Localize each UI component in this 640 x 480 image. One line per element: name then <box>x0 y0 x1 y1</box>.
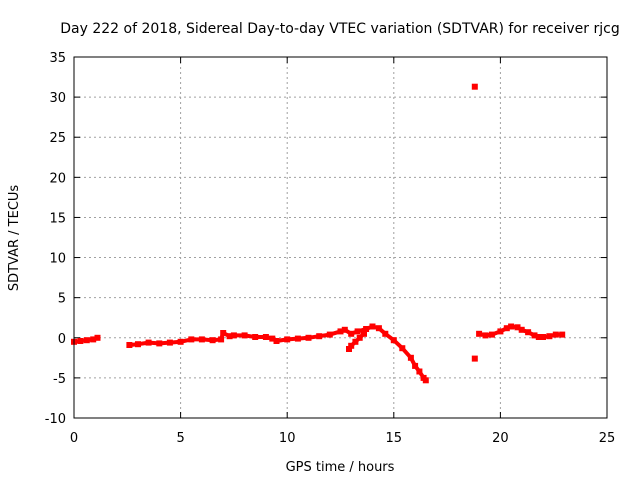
x-tick-label: 5 <box>176 431 184 446</box>
data-point <box>514 324 521 331</box>
y-tick-label: 10 <box>49 252 66 267</box>
data-point <box>346 346 352 352</box>
data-point <box>416 368 423 375</box>
data-point <box>382 330 389 337</box>
y-tick-label: 20 <box>49 171 66 186</box>
data-point <box>305 334 312 341</box>
y-tick-label: 25 <box>49 131 66 146</box>
data-point <box>546 333 553 340</box>
x-tick-label: 0 <box>70 431 78 446</box>
data-point <box>422 377 429 384</box>
y-tick-label: 15 <box>49 211 66 226</box>
data-point <box>412 362 419 369</box>
axis-ticks: 0 5 10 15 20 25 -10 -5 0 5 10 15 20 25 30 35 <box>45 51 616 446</box>
data-series <box>71 83 566 384</box>
data-point <box>488 331 495 338</box>
data-point <box>156 340 163 347</box>
data-point <box>198 336 205 343</box>
data-point <box>273 338 280 344</box>
y-axis-label: SDTVAR / TECUs <box>7 185 22 292</box>
data-point <box>503 325 510 332</box>
data-point <box>375 325 382 332</box>
data-point <box>559 331 566 338</box>
data-point <box>241 332 248 339</box>
x-axis-label: GPS time / hours <box>286 460 395 475</box>
data-point <box>508 323 515 330</box>
y-tick-label: -5 <box>53 372 66 387</box>
data-point <box>90 336 97 343</box>
data-point <box>337 328 344 335</box>
data-point <box>390 337 397 344</box>
plot-frame <box>73 56 608 419</box>
data-point <box>356 334 363 341</box>
data-point <box>399 345 406 352</box>
data-point <box>540 334 546 340</box>
data-point <box>220 330 227 336</box>
data-point <box>361 330 367 337</box>
data-point <box>369 323 376 330</box>
data-point <box>348 330 355 337</box>
data-point <box>145 339 152 346</box>
data-point <box>341 326 348 333</box>
x-tick-label: 20 <box>492 431 509 446</box>
y-tick-label: -10 <box>45 412 66 427</box>
data-point <box>352 338 359 345</box>
data-point <box>166 339 173 346</box>
data-point <box>209 337 216 344</box>
data-point <box>535 334 542 340</box>
data-point <box>230 332 237 339</box>
y-tick-label: 0 <box>58 332 66 347</box>
data-point <box>284 336 291 343</box>
data-point <box>262 334 269 340</box>
chart-title: Day 222 of 2018, Sidereal Day-to-day VTE… <box>60 21 619 37</box>
y-tick-label: 35 <box>49 51 66 66</box>
data-point <box>552 331 559 338</box>
data-point <box>363 326 370 332</box>
x-tick-label: 25 <box>599 431 616 446</box>
data-point <box>218 336 225 343</box>
data-point <box>294 335 301 342</box>
data-point <box>226 333 233 340</box>
data-point <box>476 330 483 337</box>
x-tick-label: 15 <box>386 431 403 446</box>
data-point <box>471 355 478 362</box>
data-point <box>126 342 133 348</box>
data-point <box>252 334 259 340</box>
data-point <box>407 354 414 361</box>
data-point <box>525 329 532 336</box>
data-point <box>269 335 276 342</box>
data-point <box>471 83 478 90</box>
data-point <box>531 332 538 339</box>
data-point <box>316 333 323 340</box>
y-tick-label: 30 <box>49 91 66 106</box>
data-point <box>354 328 361 335</box>
data-point <box>326 331 333 338</box>
x-tick-label: 10 <box>279 431 296 446</box>
data-point <box>177 338 184 345</box>
data-point <box>482 332 489 339</box>
data-point <box>94 334 101 341</box>
data-point <box>135 341 141 348</box>
series-line-segment-2 <box>127 324 428 383</box>
data-point <box>518 326 525 333</box>
data-point <box>83 337 90 344</box>
data-point <box>77 338 84 344</box>
y-tick-label: 5 <box>58 292 66 307</box>
grid <box>74 57 607 418</box>
data-point <box>497 328 504 335</box>
data-point <box>348 342 355 349</box>
data-point <box>188 336 195 343</box>
